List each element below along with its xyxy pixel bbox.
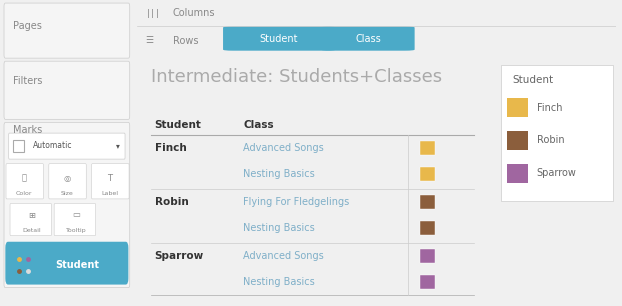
FancyBboxPatch shape [501, 65, 613, 201]
Text: Nesting Basics: Nesting Basics [243, 277, 315, 287]
Text: Student: Student [154, 120, 202, 130]
Text: Nesting Basics: Nesting Basics [243, 223, 315, 233]
FancyBboxPatch shape [54, 203, 96, 236]
Bar [507, 99, 528, 117]
Text: Color: Color [16, 191, 32, 196]
Text: ☰: ☰ [146, 36, 154, 45]
Text: Robin: Robin [154, 197, 188, 207]
Bar [420, 167, 435, 181]
Text: ◎: ◎ [63, 174, 70, 183]
FancyBboxPatch shape [9, 133, 125, 159]
Text: Sparrow: Sparrow [537, 168, 577, 178]
Text: Flying For Fledgelings: Flying For Fledgelings [243, 197, 350, 207]
Bar [420, 222, 435, 235]
FancyBboxPatch shape [321, 26, 415, 51]
Text: Size: Size [60, 191, 73, 196]
Text: Nesting Basics: Nesting Basics [243, 170, 315, 179]
FancyBboxPatch shape [4, 122, 130, 288]
Text: T: T [107, 174, 112, 183]
Bar [507, 164, 528, 183]
Text: ⊞: ⊞ [29, 211, 35, 220]
Text: Columns: Columns [173, 8, 215, 18]
Text: Class: Class [355, 34, 381, 43]
Text: Advanced Songs: Advanced Songs [243, 143, 324, 153]
Text: ▭: ▭ [72, 211, 80, 220]
Text: Finch: Finch [154, 143, 187, 153]
Bar [420, 141, 435, 155]
FancyBboxPatch shape [49, 164, 86, 199]
Text: Student: Student [55, 260, 100, 270]
Bar [420, 275, 435, 289]
Text: Automatic: Automatic [34, 141, 73, 151]
Text: Rows: Rows [173, 36, 198, 46]
Text: Student: Student [260, 34, 299, 43]
FancyBboxPatch shape [6, 164, 44, 199]
Text: Sparrow: Sparrow [154, 251, 204, 261]
Text: ▾: ▾ [116, 141, 120, 151]
Text: Detail: Detail [23, 228, 42, 233]
Text: Pages: Pages [14, 21, 42, 31]
Text: Label: Label [101, 191, 118, 196]
Text: Finch: Finch [537, 103, 562, 113]
FancyBboxPatch shape [4, 3, 130, 58]
Bar [420, 195, 435, 209]
Text: Advanced Songs: Advanced Songs [243, 251, 324, 261]
Text: ⬛: ⬛ [22, 174, 27, 183]
Text: Filters: Filters [14, 76, 43, 86]
FancyBboxPatch shape [6, 242, 128, 285]
Text: |||: ||| [146, 9, 160, 18]
Text: Student: Student [512, 75, 553, 85]
FancyBboxPatch shape [4, 61, 130, 119]
FancyBboxPatch shape [10, 203, 52, 236]
Bar [14, 140, 24, 152]
Text: Class: Class [243, 120, 274, 130]
Bar [420, 249, 435, 263]
FancyBboxPatch shape [91, 164, 129, 199]
Bar [507, 131, 528, 150]
Text: Robin: Robin [537, 135, 564, 145]
FancyBboxPatch shape [223, 26, 336, 51]
Text: Marks: Marks [14, 125, 43, 135]
Text: Tooltip: Tooltip [66, 228, 86, 233]
Text: Intermediate: Students+Classes: Intermediate: Students+Classes [151, 68, 442, 86]
